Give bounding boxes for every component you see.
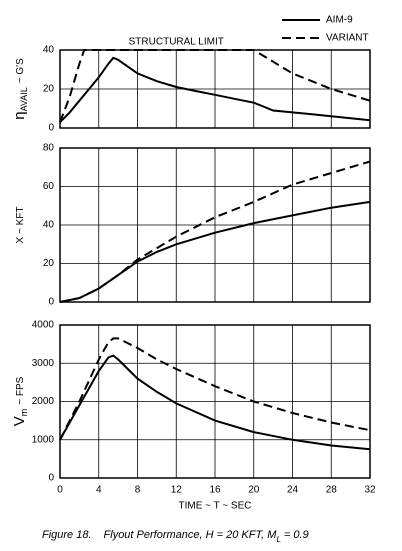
x-axis-label: TIME ~ T ~ SEC bbox=[179, 501, 252, 512]
legend-label: AIM-9 bbox=[326, 15, 353, 26]
y-tick-label: 60 bbox=[43, 181, 55, 192]
series-line bbox=[59, 354, 371, 451]
y-axis-label-part: ~ G'S bbox=[15, 58, 26, 83]
y-axis-label-part: AVAIL bbox=[19, 87, 29, 111]
x-tick-label: 8 bbox=[135, 485, 141, 496]
y-tick-label: 20 bbox=[43, 84, 55, 95]
x-tick-label: 12 bbox=[171, 485, 183, 496]
plot-frame bbox=[59, 147, 371, 303]
x-tick-label: 0 bbox=[57, 485, 63, 496]
y-tick-label: 0 bbox=[48, 473, 54, 484]
x-tick-label: 32 bbox=[364, 485, 376, 496]
series-line bbox=[59, 337, 371, 441]
series-line bbox=[59, 56, 371, 123]
x-tick-label: 24 bbox=[287, 485, 299, 496]
y-axis-label-part: ~ FPS bbox=[15, 376, 26, 404]
x-tick-label: 28 bbox=[326, 485, 338, 496]
y-axis-label-part: m bbox=[19, 409, 29, 417]
caption-part: Figure 18. bbox=[42, 529, 92, 541]
y-tick-label: 40 bbox=[43, 45, 55, 56]
series-line bbox=[59, 200, 371, 303]
plot-frame bbox=[59, 324, 371, 479]
x-tick-label: 20 bbox=[248, 485, 260, 496]
y-tick-label: 4000 bbox=[32, 320, 55, 331]
y-axis-label-part: η bbox=[11, 111, 28, 119]
plot-frame bbox=[59, 49, 371, 129]
y-tick-label: 0 bbox=[48, 297, 54, 308]
legend-label: VARIANT bbox=[326, 33, 369, 44]
series-line bbox=[59, 160, 371, 303]
caption-part: L bbox=[276, 535, 280, 544]
y-tick-label: 3000 bbox=[32, 358, 55, 369]
y-tick-label: 0 bbox=[48, 123, 54, 134]
caption-part: Flyout Performance, H = 20 KFT, M bbox=[104, 529, 278, 541]
x-tick-label: 16 bbox=[209, 485, 221, 496]
series-line bbox=[59, 49, 371, 123]
caption-part: = 0.9 bbox=[284, 529, 309, 541]
y-axis-label-part: X ~ KFT bbox=[15, 207, 26, 244]
y-tick-label: 40 bbox=[43, 220, 55, 231]
y-axis-label: ηAVAIL ~ G'S bbox=[11, 58, 29, 120]
annotation: STRUCTURAL LIMIT bbox=[129, 37, 224, 48]
y-tick-label: 1000 bbox=[32, 434, 55, 445]
caption: Figure 18. Flyout Performance, H = 20 KFT… bbox=[42, 529, 309, 544]
y-tick-label: 80 bbox=[43, 143, 55, 154]
y-tick-label: 20 bbox=[43, 258, 55, 269]
y-axis-label: X ~ KFT bbox=[15, 207, 26, 244]
y-axis-label-part: V bbox=[11, 416, 28, 426]
y-axis-label: Vm ~ FPS bbox=[11, 376, 29, 426]
y-tick-label: 2000 bbox=[32, 396, 55, 407]
x-tick-label: 4 bbox=[96, 485, 102, 496]
